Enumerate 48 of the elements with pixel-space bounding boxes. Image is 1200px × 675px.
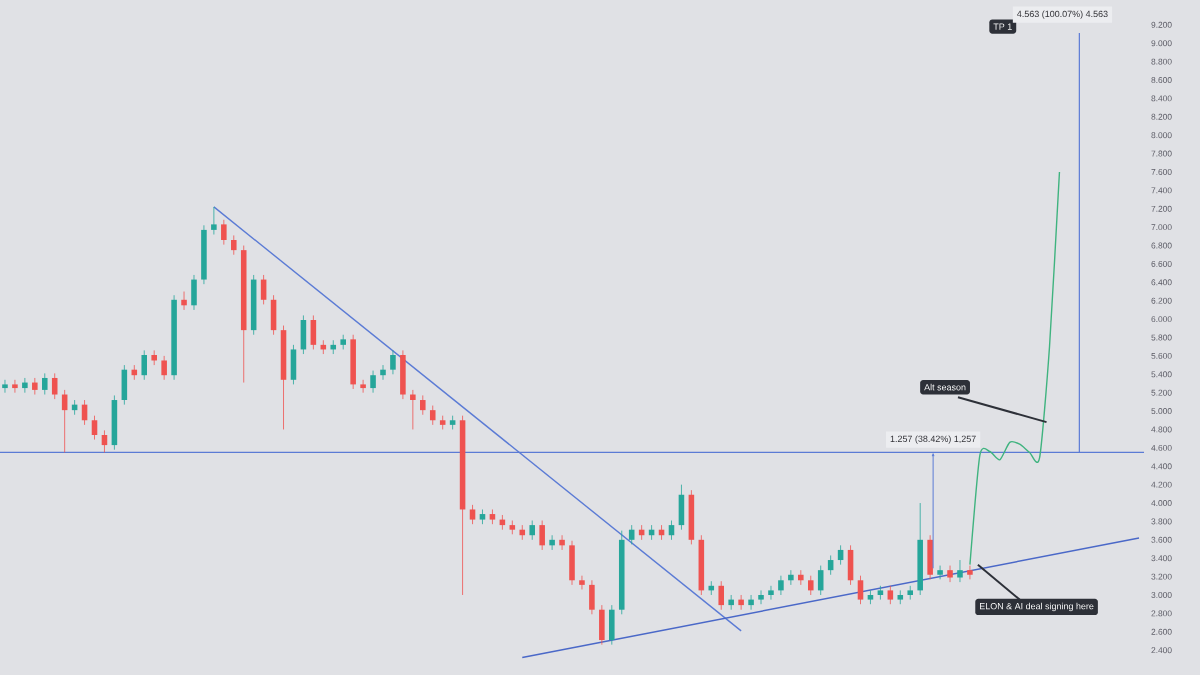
y-tick-label: 2.400 [1151,647,1172,654]
y-tick-label: 7.200 [1151,205,1172,212]
y-tick-label: 4.400 [1151,463,1172,470]
y-tick-label: 3.000 [1151,592,1172,598]
candlestick [41,372,48,395]
candlestick [618,530,625,615]
annotation: ELON & AI deal signing here [980,602,1094,612]
y-tick-label: 2.600 [1151,628,1172,635]
y-tick-label: 5.000 [1151,408,1172,415]
y-tick-label: 4.600 [1151,444,1172,451]
candlestick [907,585,914,600]
annotation: 4.563 (100.07%) 4.563 [1017,10,1108,19]
y-tick-label: 8.200 [1151,113,1172,120]
y-tick-label: 3.600 [1151,536,1172,543]
y-tick-label: 5.400 [1151,371,1172,378]
y-tick-label: 3.800 [1151,518,1172,525]
y-tick-label: 7.400 [1151,187,1172,194]
candlestick [51,372,58,400]
annotation: TP 1 [993,23,1012,30]
y-tick-label: 3.200 [1151,573,1172,580]
y-tick-label: 2.800 [1151,610,1172,617]
y-tick-label: 7.000 [1151,224,1172,231]
y-tick-label: 7.800 [1151,150,1172,157]
y-tick-label: 3.400 [1151,555,1172,562]
y-tick-label: 8.600 [1151,77,1172,83]
candlestick [350,334,356,390]
y-tick-label: 6.000 [1151,316,1172,323]
y-tick-label: 8.800 [1151,58,1172,65]
y-tick-label: 9.200 [1151,21,1172,28]
y-tick-label: 5.800 [1151,334,1172,341]
annotation: 1.257 (38.42%) 1,257 [890,435,976,444]
y-tick-label: 8.000 [1151,132,1172,139]
y-tick-label: 9.000 [1151,40,1172,47]
y-tick-label: 6.600 [1151,260,1172,267]
candlestick [221,219,227,246]
y-tick-label: 4.200 [1151,481,1172,488]
y-tick-label: 5.600 [1151,352,1172,359]
candlestick [240,245,247,383]
y-tick-label: 7.600 [1151,169,1172,175]
y-tick-label: 5.200 [1151,389,1172,396]
y-tick-label: 6.400 [1151,279,1172,286]
y-tick-label: 6.200 [1151,297,1172,304]
y-tick-label: 4.000 [1151,500,1172,506]
y-tick-label: 4.800 [1151,426,1172,433]
candlestick [340,334,346,350]
y-tick-label: 6.800 [1151,242,1172,249]
annotation: Alt season [924,383,966,391]
y-tick-label: 8.400 [1151,95,1172,102]
